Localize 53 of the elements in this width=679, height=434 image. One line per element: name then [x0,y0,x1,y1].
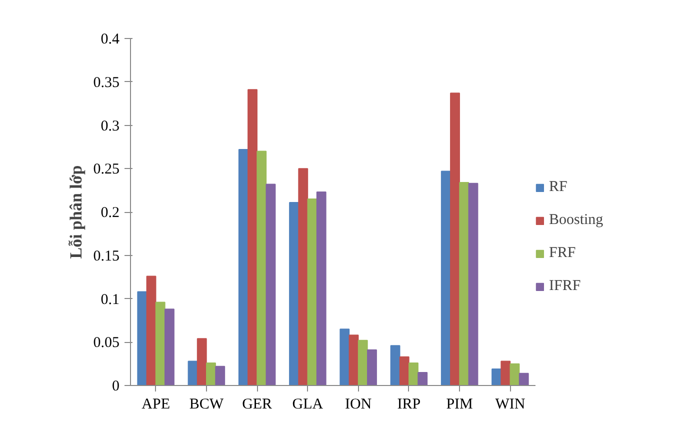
bar [266,184,276,386]
bar [188,360,198,386]
bar [206,362,216,386]
bar [137,291,148,386]
bar [155,302,166,386]
y-tick-label: 0.1 [100,292,120,308]
x-tick-label: PIM [446,396,473,412]
bar [510,363,520,386]
x-tick-label: GLA [292,396,324,412]
y-tick-label: 0.3 [100,118,120,134]
bar [399,356,410,386]
y-tick-label: 0 [112,378,120,394]
y-tick-label: 0.35 [93,74,120,91]
bar [358,340,368,386]
bar [340,328,350,386]
bar [316,192,326,386]
legend-label: RF [549,179,568,196]
legend-label: IFRF [549,278,581,295]
y-tick-label: 0.2 [100,205,120,221]
x-tick-label: IRP [397,396,421,412]
x-tick-label: APE [142,396,170,412]
bar [518,372,529,386]
legend-label: Boosting [549,212,604,229]
bar [418,372,428,386]
x-tick-label: ION [344,396,372,412]
x-tick-label: WIN [495,396,526,412]
y-axis-title: Lỗi phân lớp [66,165,86,259]
bar [289,202,299,386]
bar [307,198,318,386]
bar [468,182,478,386]
bar [196,338,207,386]
bar [248,89,258,386]
bar [215,366,226,386]
bar [459,182,470,386]
bar [367,349,377,386]
legend-label: FRF [549,245,576,262]
y-tick-label: 0.25 [93,162,120,178]
y-tick-label: 0.15 [93,248,120,264]
bar [440,170,451,386]
bar [500,360,511,386]
y-tick-label: 0.4 [100,32,120,48]
bar [450,92,460,386]
bar [164,308,174,386]
bar [348,334,359,386]
x-tick-label: BCW [189,396,224,412]
bar [298,168,308,386]
bar [390,345,400,386]
bar [238,149,248,386]
x-tick-label: GER [242,396,272,412]
y-tick-label: 0.05 [93,335,120,352]
bar [256,150,267,386]
bar [408,362,418,386]
bar [146,276,156,386]
